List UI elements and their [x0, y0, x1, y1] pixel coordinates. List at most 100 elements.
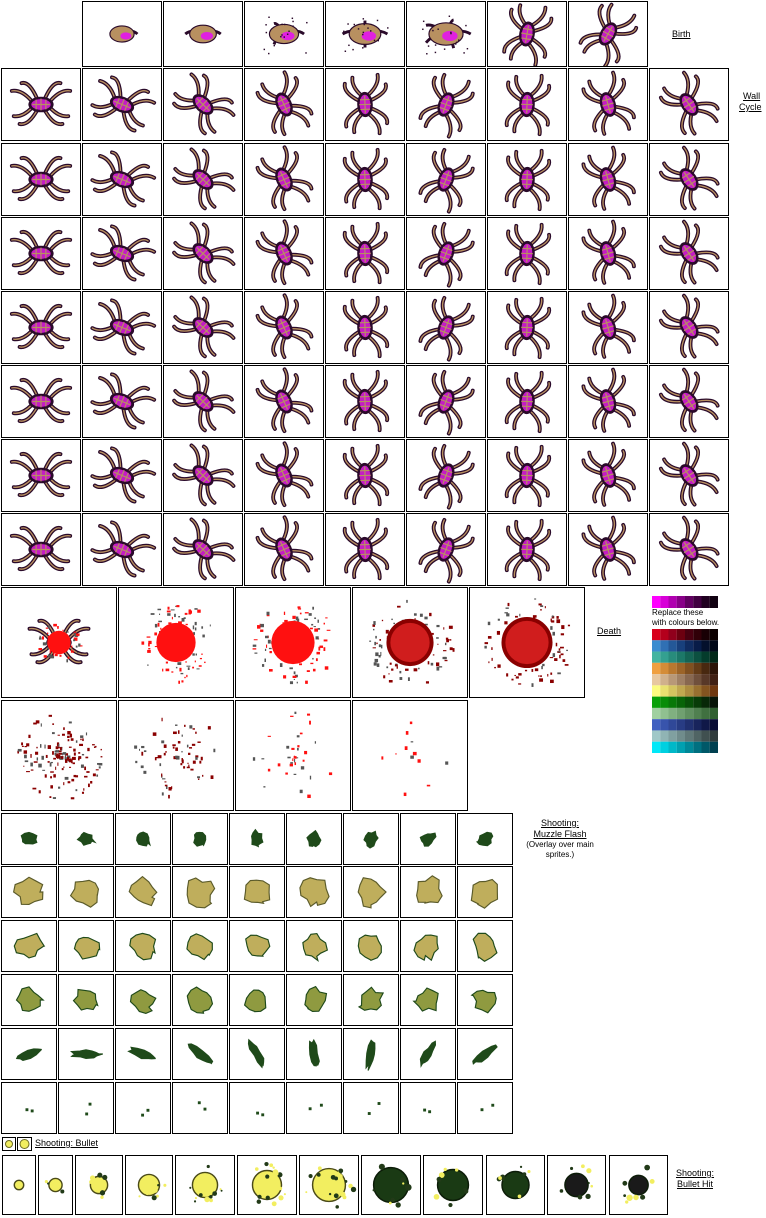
palette-swatch — [685, 730, 694, 742]
palette-swatch — [676, 685, 686, 697]
palette-swatch — [668, 696, 677, 708]
palette-swatch — [652, 741, 661, 753]
palette-swatch — [709, 707, 718, 720]
palette-swatch — [693, 651, 702, 663]
wall-cycle-frame — [406, 291, 486, 364]
muzzle-flash-frame — [172, 1028, 228, 1080]
palette-swatch — [652, 730, 661, 742]
wall-cycle-frame — [325, 291, 405, 364]
muzzle-flash-frame — [343, 1082, 399, 1134]
bullet-hit-frame — [2, 1155, 36, 1215]
muzzle-flash-frame — [172, 920, 228, 972]
wall-cycle-frame — [649, 439, 729, 512]
palette-source-strip — [652, 596, 718, 608]
wall-cycle-frame — [82, 365, 162, 438]
muzzle-flash-frame — [286, 920, 342, 972]
palette-swatch — [701, 741, 710, 753]
label-muzzle-line1: Shooting: — [540, 818, 580, 828]
muzzle-flash-frame — [400, 920, 456, 972]
bullet-hit-frame — [75, 1155, 123, 1215]
birth-frame — [568, 1, 648, 67]
bullet-icon-small — [2, 1137, 16, 1151]
palette-swatch — [701, 719, 710, 731]
palette-swatch — [652, 674, 661, 686]
muzzle-flash-frame — [457, 866, 513, 918]
muzzle-flash-frame — [115, 920, 171, 972]
palette-swatch — [693, 662, 702, 675]
muzzle-flash-frame — [229, 866, 285, 918]
palette-swatch — [685, 651, 694, 663]
wall-cycle-frame — [487, 68, 567, 141]
wall-cycle-frame — [82, 291, 162, 364]
wall-cycle-frame — [406, 143, 486, 216]
palette-source-swatch — [709, 596, 718, 608]
palette-swatch — [676, 640, 686, 652]
birth-frame — [163, 1, 243, 67]
death-frame — [352, 587, 468, 698]
muzzle-flash-frame — [1, 974, 57, 1026]
palette-swatch — [693, 719, 702, 731]
wall-cycle-frame — [1, 217, 81, 290]
palette-swatch — [668, 651, 677, 663]
wall-cycle-frame — [568, 68, 648, 141]
palette-swatch — [693, 707, 702, 720]
wall-cycle-frame — [244, 143, 324, 216]
palette-swatch — [709, 651, 718, 663]
palette-source-swatch — [652, 596, 661, 608]
palette-swatch — [709, 730, 718, 742]
palette-swatch — [652, 685, 661, 697]
palette-swatch — [660, 640, 669, 652]
muzzle-flash-frame — [58, 1028, 114, 1080]
palette-swatch — [701, 629, 710, 641]
label-muzzle-note2: sprites.) — [545, 850, 575, 859]
muzzle-flash-frame — [115, 1028, 171, 1080]
muzzle-flash-frame — [286, 1082, 342, 1134]
wall-cycle-frame — [163, 439, 243, 512]
palette-swatch — [709, 696, 718, 708]
muzzle-flash-frame — [115, 813, 171, 865]
palette-swatch — [660, 719, 669, 731]
palette-swatch — [668, 719, 677, 731]
muzzle-flash-frame — [400, 1028, 456, 1080]
palette-swatch — [693, 696, 702, 708]
palette-source-swatch — [701, 596, 710, 608]
palette-swatch — [701, 651, 710, 663]
palette-swatch — [685, 662, 694, 675]
palette-swatch-grid — [652, 629, 718, 753]
muzzle-flash-frame — [58, 813, 114, 865]
palette-source-swatch — [660, 596, 669, 608]
birth-frame — [325, 1, 405, 67]
palette-swatch — [693, 674, 702, 686]
wall-cycle-frame — [406, 513, 486, 586]
wall-cycle-frame — [82, 68, 162, 141]
label-wall-cycle: Wall Cycle — [739, 91, 762, 113]
palette-swatch — [709, 629, 718, 641]
palette-swatch — [701, 674, 710, 686]
death-frame — [118, 587, 234, 698]
death-frame — [118, 700, 234, 811]
label-replace: Replace these with colours below. — [652, 608, 719, 628]
wall-cycle-frame — [325, 68, 405, 141]
muzzle-flash-frame — [343, 866, 399, 918]
palette-swatch — [685, 629, 694, 641]
palette-swatch — [668, 741, 677, 753]
wall-cycle-frame — [163, 365, 243, 438]
palette-swatch — [652, 651, 661, 663]
muzzle-flash-frame — [229, 920, 285, 972]
label-death: Death — [597, 626, 622, 636]
wall-cycle-frame — [163, 291, 243, 364]
muzzle-flash-frame — [229, 974, 285, 1026]
palette-swatch — [685, 719, 694, 731]
wall-cycle-frame — [406, 439, 486, 512]
label-muzzle-note1: (Overlay over main — [526, 840, 594, 849]
palette-swatch — [668, 662, 677, 675]
muzzle-flash-frame — [172, 974, 228, 1026]
muzzle-flash-frame — [229, 1082, 285, 1134]
muzzle-flash-frame — [400, 866, 456, 918]
label-wall-line1: Wall — [743, 91, 761, 101]
palette-swatch — [668, 640, 677, 652]
wall-cycle-frame — [244, 365, 324, 438]
wall-cycle-frame — [406, 365, 486, 438]
wall-cycle-frame — [568, 513, 648, 586]
muzzle-flash-frame — [286, 1028, 342, 1080]
